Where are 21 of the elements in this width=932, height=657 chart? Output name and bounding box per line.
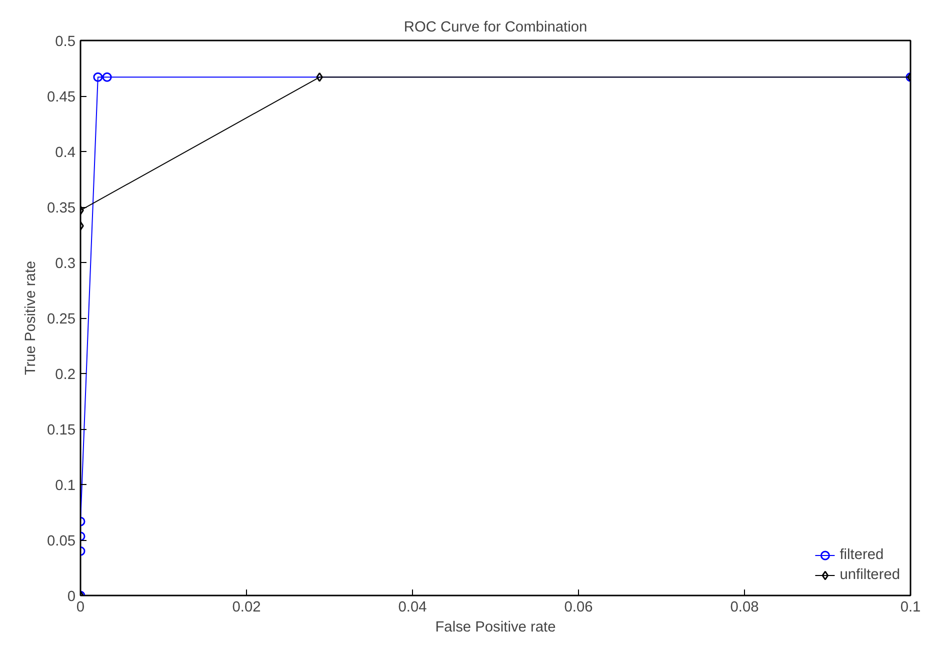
legend-label: filtered (840, 547, 884, 563)
y-tick-label: 0.25 (46, 312, 76, 328)
y-tick-label: 0.15 (46, 422, 76, 438)
y-tick-label: 0.1 (55, 478, 76, 494)
y-tick-label: 0.5 (55, 34, 76, 50)
x-tick-label: 0.1 (900, 600, 921, 616)
x-tick-label: 0.06 (564, 600, 593, 616)
legend-label: unfiltered (840, 567, 900, 583)
x-tick-label: 0.04 (398, 600, 427, 616)
y-tick-label: 0.4 (55, 145, 76, 161)
y-tick-label: 0.2 (55, 367, 76, 383)
y-tick-label: 0.05 (46, 534, 76, 550)
y-tick-label: 0 (67, 589, 76, 605)
y-tick-label: 0.3 (55, 256, 76, 272)
y-tick-label: 0.35 (46, 200, 76, 216)
y-tick-label: 0.45 (46, 90, 76, 106)
x-tick-label: 0.08 (730, 600, 759, 616)
x-axis-title: False Positive rate (435, 620, 556, 636)
y-axis-title: True Positive rate (22, 260, 39, 376)
x-tick-label: 0.02 (232, 600, 261, 616)
chart-title: ROC Curve for Combination (404, 20, 588, 36)
